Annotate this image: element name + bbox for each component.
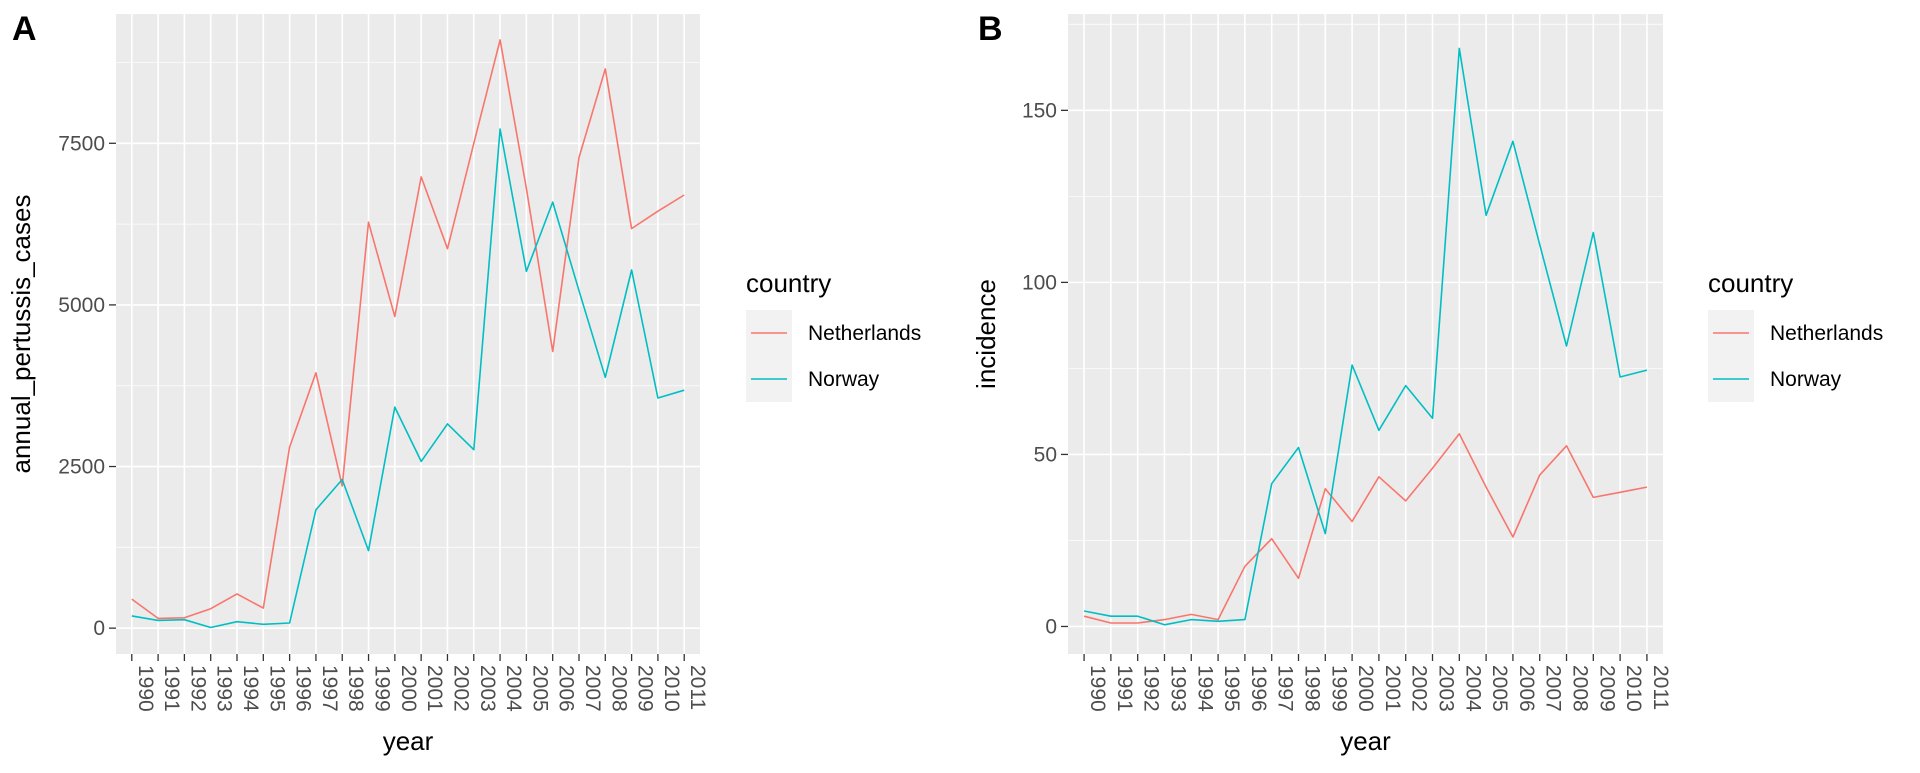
x-tick-label: 2004 — [1461, 665, 1484, 712]
y-axis-title: annual_pertussis_cases — [6, 195, 36, 474]
x-axis-title: year — [383, 726, 434, 756]
y-tick-label: 100 — [1022, 271, 1057, 294]
x-tick-label: 1990 — [1086, 665, 1109, 712]
x-tick-label: 2009 — [634, 665, 657, 712]
x-tick-label: 1992 — [186, 665, 209, 712]
x-tick-label: 1997 — [1274, 665, 1297, 712]
x-tick-label: 2003 — [1435, 665, 1458, 712]
x-tick-label: 2011 — [686, 665, 709, 710]
series-line-netherlands — [131, 39, 685, 620]
x-tick-label: 2000 — [1354, 665, 1377, 712]
x-tick-label: 2006 — [1515, 665, 1538, 712]
x-tick-label: 1993 — [1166, 665, 1189, 712]
x-tick-label: 2005 — [1488, 665, 1511, 712]
legend: country Netherlands Norway — [746, 268, 921, 402]
legend-label: Norway — [808, 368, 880, 391]
y-tick-label: 5000 — [58, 294, 105, 317]
x-tick-label: 1995 — [1220, 665, 1243, 712]
panel-tag: B — [978, 10, 1003, 48]
y-tick-label: 7500 — [58, 132, 105, 155]
x-tick-label: 2009 — [1595, 665, 1618, 712]
x-tick-label: 2006 — [555, 665, 578, 712]
x-tick-label: 1997 — [318, 665, 341, 712]
x-tick-label: 2001 — [1381, 665, 1404, 712]
x-tick-label: 1996 — [292, 665, 315, 712]
x-tick-label: 1996 — [1247, 665, 1270, 712]
x-tick-label: 1992 — [1140, 665, 1163, 712]
x-tick-label: 1999 — [371, 665, 394, 712]
legend-label: Norway — [1770, 368, 1842, 391]
y-tick-label: 150 — [1022, 99, 1057, 122]
legend-title: country — [746, 268, 831, 298]
y-tick-label: 2500 — [58, 456, 105, 479]
y-axis-title: incidence — [971, 279, 1001, 389]
x-tick-label: 2004 — [502, 665, 525, 712]
x-tick-label: 2011 — [1649, 665, 1672, 710]
x-tick-label: 2007 — [1542, 665, 1565, 712]
x-tick-label: 2002 — [1408, 665, 1431, 712]
panel-tag: A — [12, 10, 37, 48]
x-tick-label: 2005 — [528, 665, 551, 712]
series-line-netherlands — [1083, 432, 1648, 624]
x-tick-label: 2001 — [423, 665, 446, 712]
legend-title: country — [1708, 268, 1793, 298]
y-tick-label: 0 — [93, 617, 105, 640]
x-tick-label: 1991 — [1113, 665, 1136, 712]
legend-label: Netherlands — [1770, 322, 1883, 345]
x-tick-label: 2007 — [581, 665, 604, 712]
x-tick-label: 1998 — [1300, 665, 1323, 712]
x-tick-label: 1994 — [1193, 665, 1216, 712]
legend-label: Netherlands — [808, 322, 921, 345]
x-tick-label: 2008 — [1569, 665, 1592, 712]
x-axis-title: year — [1340, 726, 1391, 756]
x-tick-label: 2010 — [660, 665, 683, 712]
x-tick-label: 1990 — [134, 665, 157, 712]
x-tick-label: 1993 — [213, 665, 236, 712]
x-tick-label: 1991 — [160, 665, 183, 712]
series-line-norway — [131, 128, 685, 629]
x-tick-label: 2002 — [449, 665, 472, 712]
legend: country Netherlands Norway — [1708, 268, 1883, 402]
y-tick-label: 50 — [1034, 443, 1057, 466]
x-tick-label: 1998 — [344, 665, 367, 712]
x-tick-label: 2010 — [1622, 665, 1645, 712]
x-tick-label: 1994 — [239, 665, 262, 712]
y-tick-label: 0 — [1045, 615, 1057, 638]
x-tick-label: 2008 — [607, 665, 630, 712]
x-tick-label: 1999 — [1327, 665, 1350, 712]
x-tick-label: 1995 — [265, 665, 288, 712]
series-line-norway — [1083, 47, 1648, 626]
x-tick-label: 2003 — [476, 665, 499, 712]
x-tick-label: 2000 — [397, 665, 420, 712]
